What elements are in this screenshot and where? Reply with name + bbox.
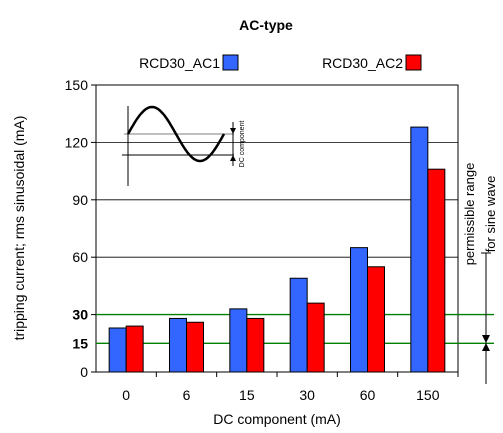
sine-wave-curve: [126, 105, 226, 163]
bar: [289, 277, 308, 373]
bar: [306, 302, 325, 373]
y-axis-label: tripping current; rms sinusoidal (mA): [11, 116, 27, 341]
legend-label-series-1: RCD30_AC1: [139, 55, 220, 71]
bar: [229, 308, 248, 373]
x-tick-label: 6: [183, 387, 191, 403]
x-axis-label: DC component (mA): [213, 411, 341, 427]
y-tick-label: 0: [80, 364, 88, 380]
inset-dc-label: DC component: [239, 121, 246, 168]
bars: [108, 126, 446, 373]
x-tick-label: 0: [122, 387, 130, 403]
legend: RCD30_AC1 RCD30_AC2: [139, 54, 422, 71]
x-tick-label: 15: [239, 387, 255, 403]
y-tick-label: 60: [72, 249, 88, 265]
x-tick-label: 30: [299, 387, 315, 403]
permissible-range-bracket: permissible range for sine wave: [462, 163, 498, 384]
legend-label-series-2: RCD30_AC2: [322, 55, 403, 71]
chart-title: AC-type: [239, 17, 293, 33]
reference-tick-label: 30: [72, 307, 88, 323]
x-axis-ticks: 0 6 15 30 60 150: [122, 372, 459, 403]
bar: [246, 317, 265, 373]
bar: [125, 325, 144, 373]
y-tick-label: 150: [65, 77, 89, 93]
bar: [186, 321, 204, 373]
bar: [108, 327, 127, 373]
y-tick-label: 90: [72, 192, 88, 208]
bar: [410, 126, 429, 373]
sine-wave-inset: DC component: [122, 105, 246, 186]
reference-tick-label: 15: [72, 335, 88, 351]
x-tick-label: 150: [416, 387, 440, 403]
plot-area: [95, 84, 459, 373]
range-label-line2: for sine wave: [483, 176, 498, 253]
legend-swatch-series-2: [405, 54, 422, 71]
range-label-line1: permissible range: [462, 163, 477, 266]
bar: [367, 266, 385, 373]
legend-swatch-series-1: [222, 54, 239, 71]
bar: [169, 317, 187, 373]
bar: [427, 168, 446, 373]
y-tick-label: 30: [72, 307, 88, 323]
bar: [350, 247, 368, 373]
y-tick-label: 120: [65, 134, 89, 150]
x-tick-label: 60: [360, 387, 376, 403]
